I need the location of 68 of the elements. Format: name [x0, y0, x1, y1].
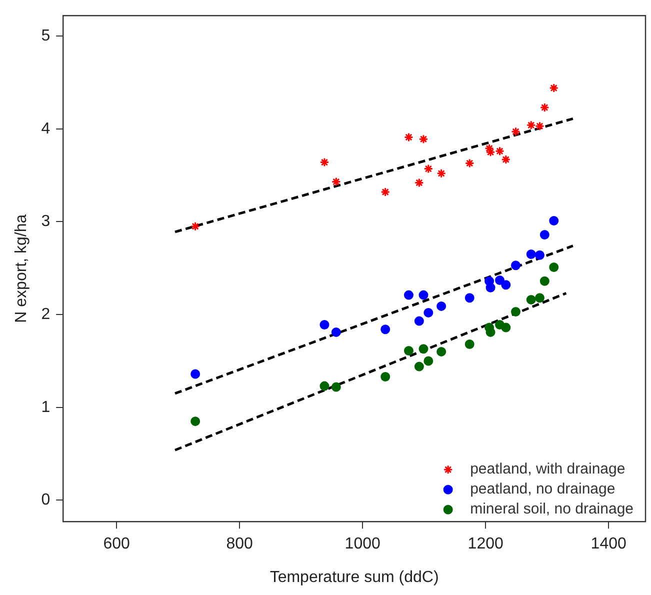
point: [464, 158, 474, 168]
point: [331, 382, 341, 392]
x-tick-label: 1000: [344, 536, 380, 553]
x-tick-label: 800: [226, 536, 254, 553]
point: [486, 282, 496, 292]
legend-label: peatland, no drainage: [470, 480, 616, 498]
point: [424, 164, 434, 174]
point: [380, 372, 390, 382]
x-tick-label: 600: [103, 536, 130, 553]
point: [534, 250, 544, 260]
point: [320, 158, 330, 168]
point: [494, 146, 504, 156]
point: [540, 230, 550, 240]
point: [464, 293, 474, 303]
point: [510, 126, 520, 136]
point: [464, 340, 474, 350]
x-tick-label: 1400: [590, 536, 626, 553]
point: [549, 262, 559, 272]
legend-label: mineral soil, no drainage: [470, 500, 634, 518]
point: [418, 134, 428, 144]
point: [436, 301, 446, 311]
y-tick-label: 2: [41, 306, 50, 323]
point: [414, 178, 424, 188]
point: [190, 222, 200, 232]
point: [320, 320, 330, 330]
point: [190, 416, 200, 426]
point: [501, 154, 511, 164]
point: [534, 121, 544, 131]
point: [418, 344, 428, 354]
point: [418, 290, 428, 300]
point: [486, 327, 496, 337]
point: [404, 290, 414, 300]
point: [414, 316, 424, 326]
point: [320, 381, 330, 391]
point: [501, 322, 511, 332]
point: [549, 216, 559, 226]
x-axis-title: Temperature sum (ddC): [270, 568, 439, 586]
legend-label: peatland, with drainage: [470, 460, 626, 478]
point: [494, 275, 504, 285]
y-tick-label: 1: [41, 398, 50, 416]
point: [380, 187, 390, 197]
point: [526, 249, 536, 259]
point: [424, 356, 434, 366]
point: [380, 324, 390, 334]
point: [331, 177, 341, 187]
y-axis-title: N export, kg/ha: [13, 214, 30, 323]
point: [331, 327, 341, 337]
point: [510, 307, 520, 317]
point: [436, 168, 446, 178]
point: [501, 280, 511, 290]
y-tick-label: 5: [41, 27, 50, 44]
point: [526, 294, 536, 304]
point: [436, 346, 446, 356]
point: [424, 308, 434, 318]
point: [549, 83, 559, 93]
point: [404, 346, 414, 356]
y-tick-label: 3: [41, 213, 50, 230]
point: [534, 293, 544, 303]
point: [190, 369, 200, 379]
point: [510, 260, 520, 270]
point: [414, 362, 424, 372]
point: [540, 102, 550, 112]
point: [540, 276, 550, 286]
y-tick-label: 0: [41, 492, 50, 509]
point: [404, 132, 414, 142]
point: [526, 120, 536, 130]
x-tick-label: 1200: [468, 536, 504, 553]
y-tick-label: 4: [41, 120, 50, 138]
